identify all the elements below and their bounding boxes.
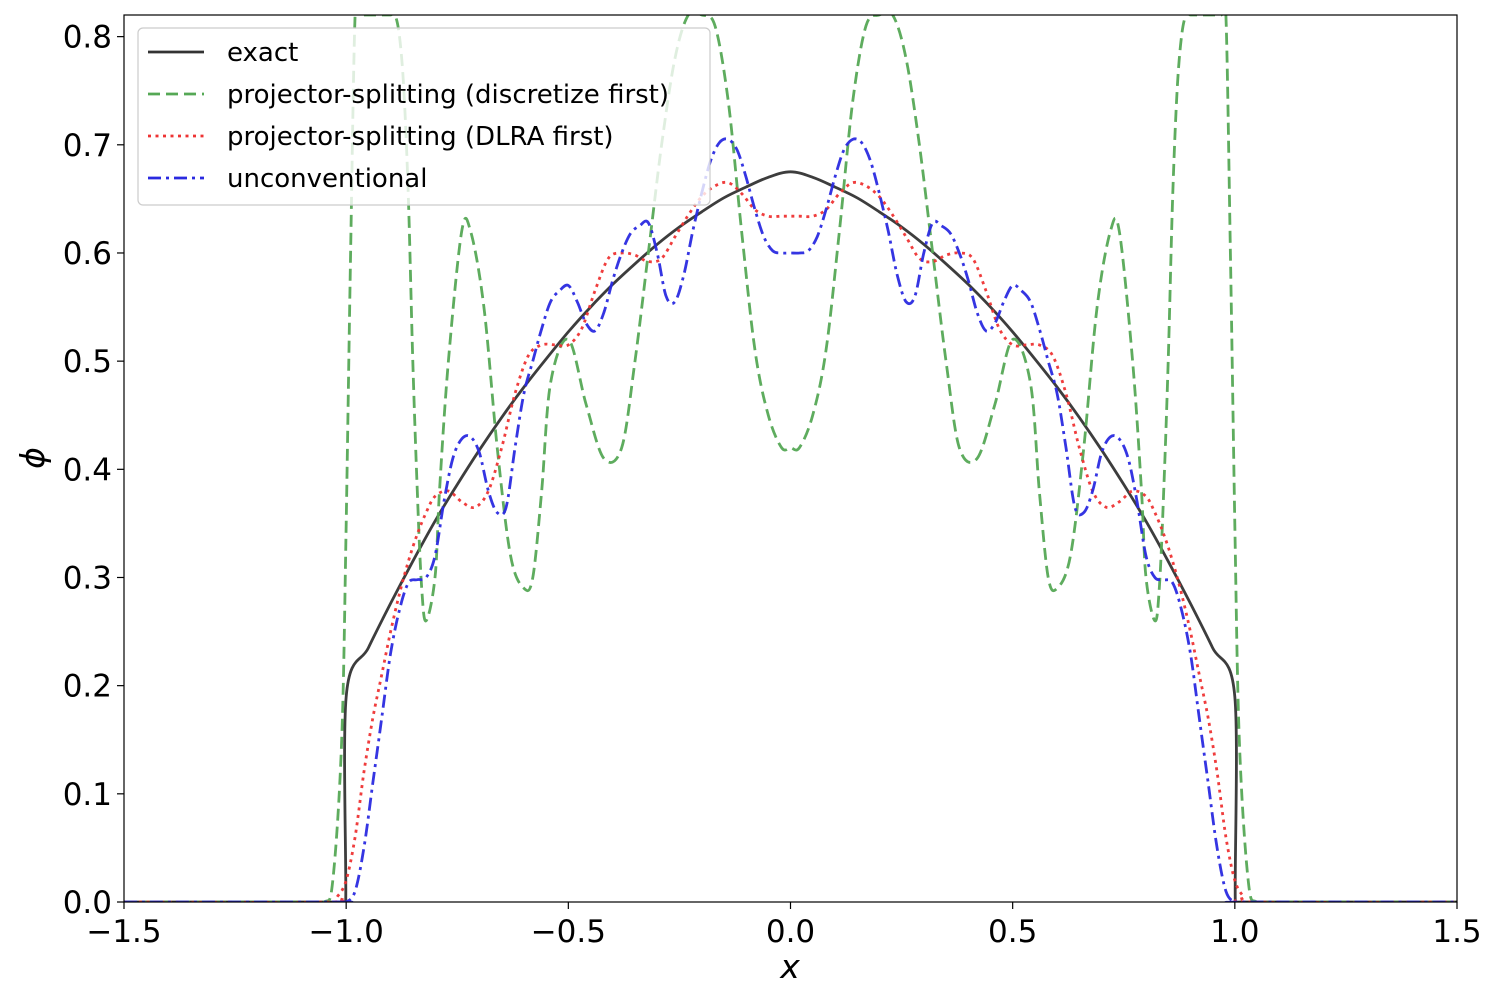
y-axis: 0.0 0.1 0.2 0.3 0.4 0.5 0.6 0.7 0.8: [63, 20, 124, 921]
y-tick-label: 0.6: [63, 236, 112, 272]
legend-label-1: exact: [227, 38, 298, 68]
series-line-1: [124, 170, 1457, 902]
x-tick-label: −1.0: [309, 914, 384, 950]
x-tick-label: −0.5: [531, 914, 606, 950]
x-axis-label: x: [779, 947, 800, 986]
y-tick-label: 0.2: [63, 669, 112, 705]
y-tick-label: 0.4: [63, 452, 112, 488]
legend: exact projector-splitting (discretize fir…: [137, 27, 711, 206]
legend-label-2: projector-splitting (discretize first): [227, 80, 669, 110]
y-tick-label: 0.8: [63, 20, 112, 56]
x-tick-label: 0.0: [766, 914, 815, 950]
y-tick-label: 0.7: [63, 128, 112, 164]
x-tick-label: −1.5: [86, 914, 161, 950]
x-tick-label: 0.5: [988, 914, 1037, 950]
legend-label-3: projector-splitting (DLRA first): [227, 122, 614, 152]
y-tick-label: 0.3: [63, 560, 112, 596]
x-axis: −1.5 −1.0 −0.5 0.0 0.5 1.0 1.5: [86, 902, 1482, 950]
y-tick-label: 0.5: [63, 344, 112, 380]
legend-box: [137, 27, 711, 206]
legend-label-4: unconventional: [227, 164, 427, 194]
y-axis-label: ϕ: [13, 447, 52, 469]
x-tick-label: 1.0: [1210, 914, 1259, 950]
y-tick-label: 0.1: [63, 777, 112, 813]
y-tick-label: 0.0: [63, 885, 112, 921]
series-line-4: [124, 137, 1457, 902]
series-line-3: [124, 180, 1457, 902]
x-tick-label: 1.5: [1432, 914, 1481, 950]
